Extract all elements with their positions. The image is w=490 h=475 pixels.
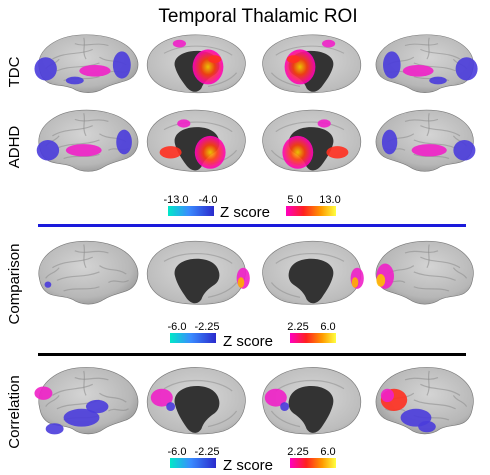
negative-colorbar xyxy=(168,206,214,216)
divider-black xyxy=(38,353,466,356)
legend-tick-pos-min: 2.25 xyxy=(287,446,308,458)
row-label-adhd: ADHD xyxy=(6,126,23,169)
legend-tick-pos-max: 6.0 xyxy=(320,446,335,458)
medial-brain-view xyxy=(146,240,250,305)
row-label-tdc: TDC xyxy=(6,56,23,87)
legend-title: Z score xyxy=(223,457,273,474)
medial-brain-view xyxy=(262,240,364,305)
medial-brain-view xyxy=(146,367,246,435)
legend-tick-neg-min: -6.0 xyxy=(168,321,187,333)
lateral-brain-view xyxy=(34,34,139,93)
positive-colorbar xyxy=(286,206,336,216)
legend-tick-neg-max: -4.0 xyxy=(199,194,218,206)
legend-tick-pos-max: 13.0 xyxy=(319,194,340,206)
legend-tick-pos-min: 2.25 xyxy=(287,321,308,333)
row-label-comparison: Comparison xyxy=(6,244,23,325)
lateral-brain-view xyxy=(38,240,139,305)
brain-row-comparison xyxy=(38,240,474,305)
lateral-brain-view xyxy=(36,109,139,172)
colorbar-legend-3: -6.0 -2.25 Z score 2.25 6.0 xyxy=(168,446,336,474)
legend-title: Z score xyxy=(223,333,273,350)
row-label-correlation: Correlation xyxy=(6,375,23,448)
positive-colorbar xyxy=(290,458,336,468)
negative-colorbar xyxy=(170,333,216,343)
legend-title: Z score xyxy=(220,204,270,221)
legend-tick-pos-max: 6.0 xyxy=(320,321,335,333)
lateral-brain-view xyxy=(34,367,139,435)
brain-row-correlation xyxy=(34,367,474,435)
positive-colorbar xyxy=(290,333,336,343)
legend-tick-neg-max: -2.25 xyxy=(194,446,219,458)
medial-brain-view xyxy=(146,109,246,172)
colorbar-legend-1: -13.0 -4.0 Z score 5.0 13.0 xyxy=(163,194,340,221)
lateral-brain-view xyxy=(375,240,474,305)
brain-row-tdc xyxy=(34,34,478,94)
medial-brain-view xyxy=(262,34,362,94)
medial-brain-view xyxy=(262,109,362,172)
colorbar-legend-2: -6.0 -2.25 Z score 2.25 6.0 xyxy=(168,321,336,350)
legend-tick-neg-min: -13.0 xyxy=(163,194,188,206)
medial-brain-view xyxy=(262,367,362,435)
figure-title: Temporal Thalamic ROI xyxy=(158,6,357,27)
lateral-brain-view xyxy=(375,109,476,172)
legend-tick-neg-min: -6.0 xyxy=(168,446,187,458)
brain-row-adhd xyxy=(36,109,476,172)
legend-tick-neg-max: -2.25 xyxy=(194,321,219,333)
lateral-brain-view xyxy=(375,367,474,435)
divider-blue xyxy=(38,224,466,227)
medial-brain-view xyxy=(146,34,246,94)
lateral-brain-view xyxy=(375,34,478,93)
negative-colorbar xyxy=(170,458,216,468)
legend-tick-pos-min: 5.0 xyxy=(287,194,302,206)
